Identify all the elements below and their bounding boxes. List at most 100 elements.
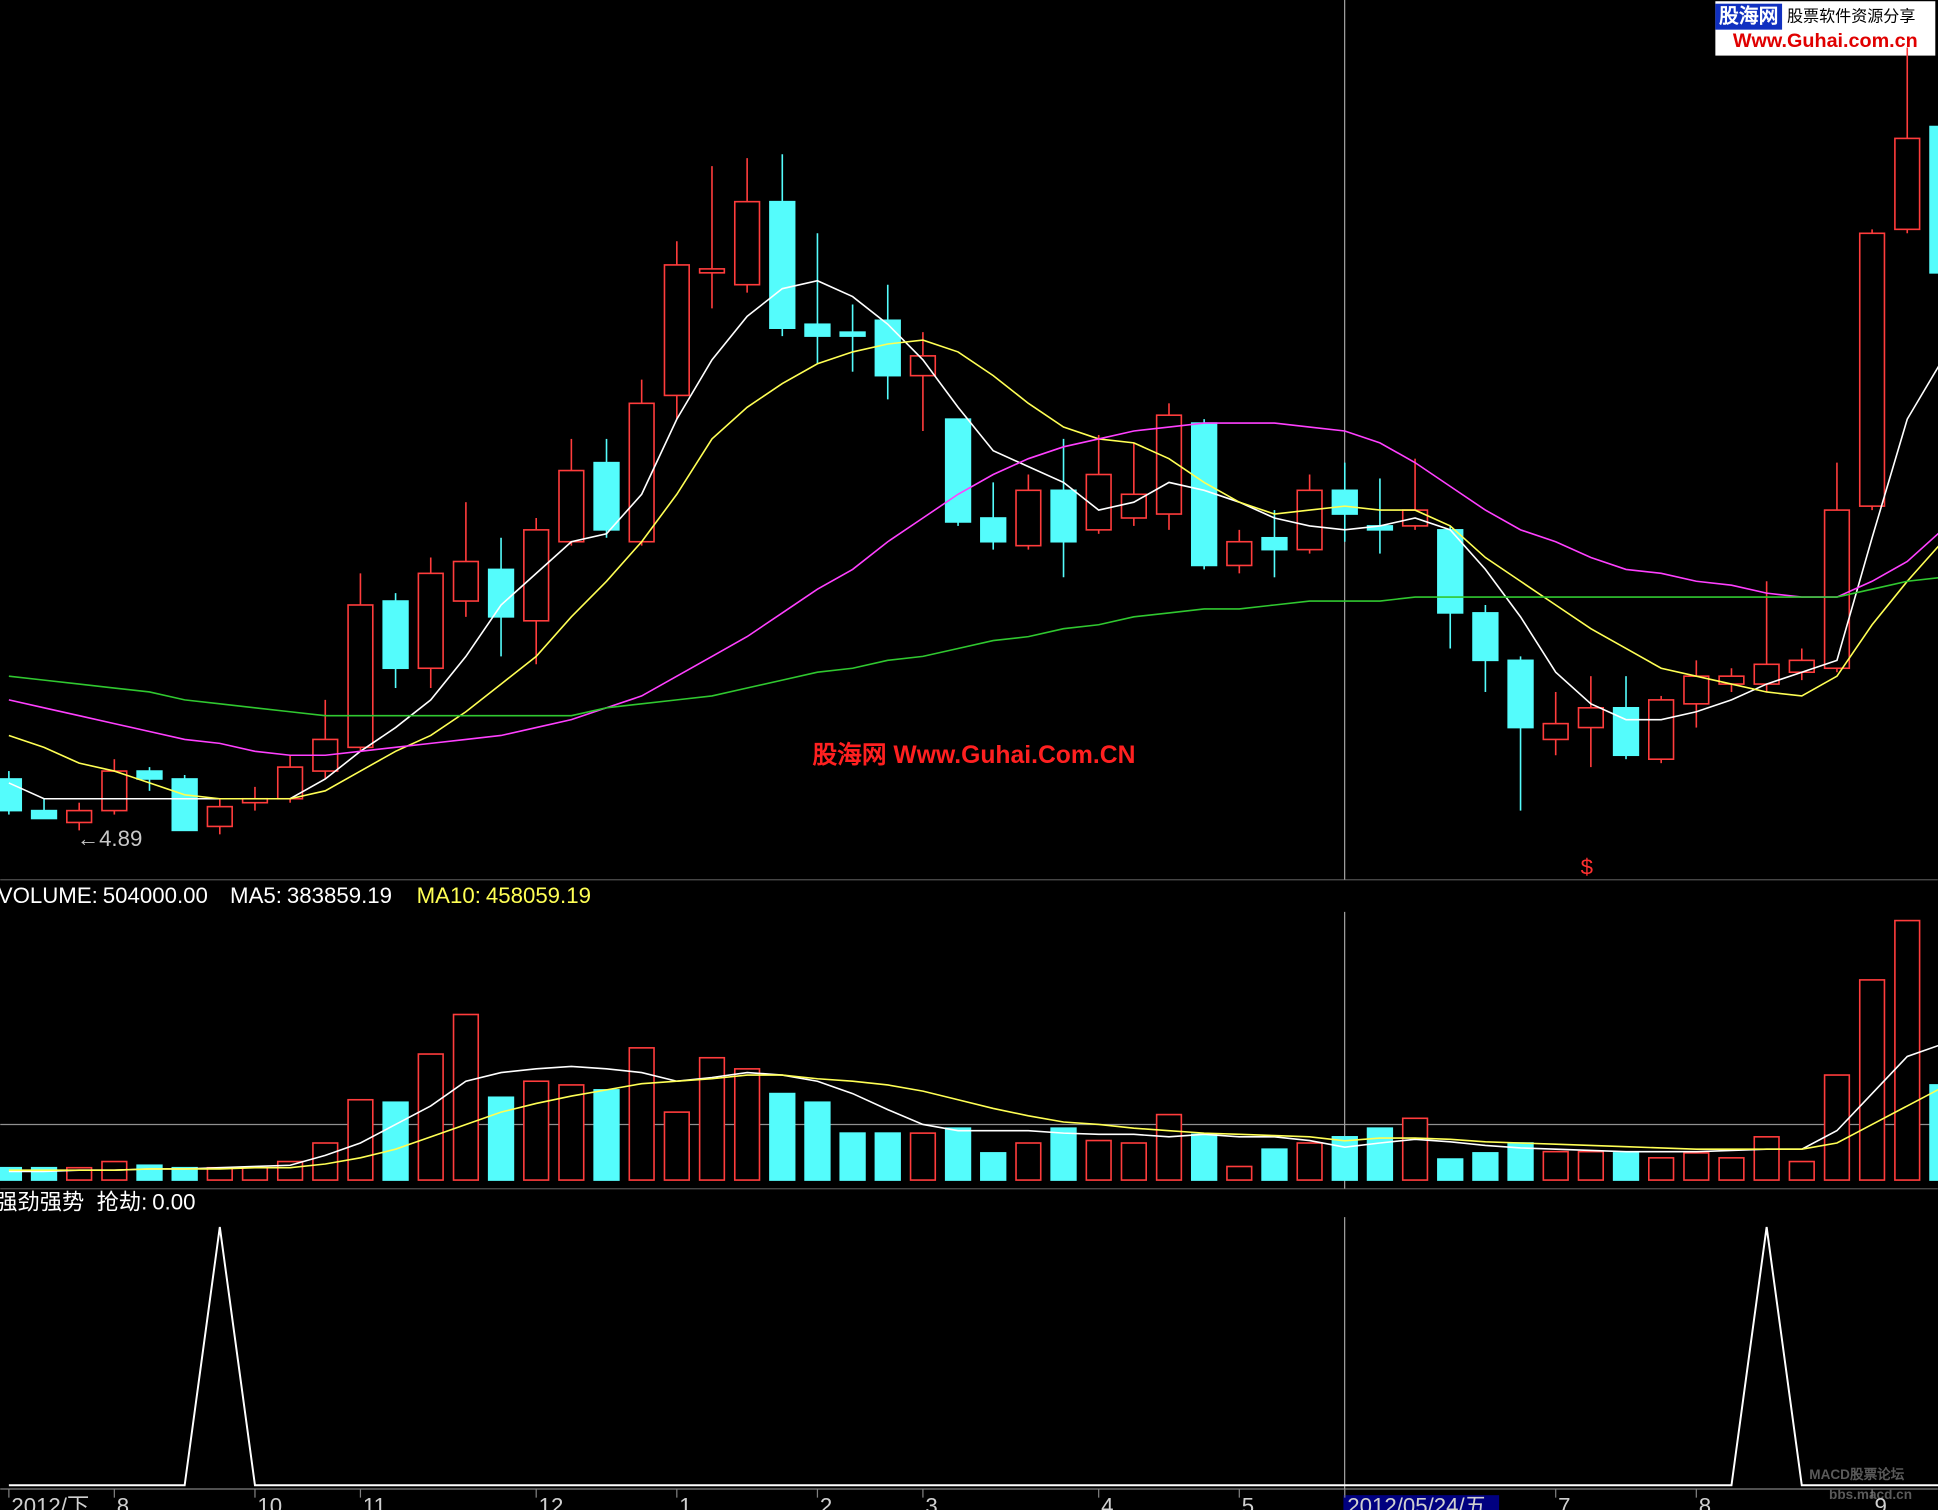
volume-bar [909, 1132, 937, 1181]
logo-url: Www.Guhai.com.cn [1733, 30, 1918, 52]
candle-body [487, 568, 515, 618]
candle-body [30, 809, 58, 820]
volume-ma-line [8, 1074, 1938, 1171]
readout-name: VOLUME: [0, 883, 98, 908]
candle-body [558, 469, 585, 543]
readout: VOLUME: 504000.00 [0, 883, 208, 908]
candle-body [769, 200, 796, 329]
volume-bar [452, 1013, 480, 1181]
volume-bar [1612, 1152, 1640, 1181]
candle-body [523, 529, 550, 622]
volume-bar [276, 1160, 304, 1181]
volume-bar [1155, 1113, 1183, 1181]
volume-bar [839, 1132, 866, 1181]
volume-bar [1226, 1165, 1253, 1181]
logo: 股海网 股票软件资源分享 Www.Guhai.com.cn [1715, 1, 1936, 56]
volume-bar [733, 1068, 761, 1181]
readout-value: 0.00 [152, 1189, 195, 1214]
volume-bar [804, 1101, 831, 1181]
volume-ma-line [8, 1044, 1938, 1173]
volume-bar [874, 1132, 901, 1181]
x-tick-label: 8 [117, 1493, 129, 1510]
volume-bar [663, 1111, 690, 1181]
volume-bar [1929, 1084, 1938, 1181]
volume-bar [1788, 1160, 1815, 1181]
volume-bar [1261, 1148, 1288, 1181]
moving-average-line [8, 422, 1938, 757]
candle-body [1929, 125, 1938, 274]
annotation: $ [1581, 855, 1593, 880]
volume-bar [1437, 1158, 1464, 1181]
candle-body [1577, 706, 1605, 729]
x-tick-label: 2012/05/24/五 [1347, 1493, 1487, 1510]
candle-body [1226, 540, 1253, 567]
candle-body [663, 264, 690, 397]
forum-name: MACD股票论坛 [1809, 1466, 1904, 1482]
candle-body [628, 402, 655, 543]
candle-body [1120, 493, 1147, 519]
volume-bar [1050, 1127, 1077, 1181]
readout-value: 458059.19 [486, 883, 591, 908]
candle-body [698, 268, 726, 274]
volume-bar [382, 1101, 409, 1181]
candle-body [1648, 699, 1675, 761]
volume-bar [1296, 1142, 1323, 1181]
candle-body [1823, 509, 1851, 670]
moving-average-line [8, 339, 1938, 800]
volume-bar [312, 1142, 339, 1181]
volume-bar [628, 1047, 655, 1181]
candle-body [66, 809, 93, 824]
volume-bar [980, 1152, 1007, 1181]
candle-body [206, 805, 233, 828]
volume-bar [944, 1127, 972, 1181]
candle-body [171, 778, 198, 832]
volume-bar [1648, 1157, 1675, 1181]
candle-body [136, 770, 163, 780]
x-tick-label: 2 [820, 1493, 832, 1510]
volume-bar [347, 1098, 374, 1181]
volume-bar [1542, 1150, 1569, 1181]
forum-url: bbs.macd.cn [1829, 1487, 1912, 1502]
x-tick-label: 8 [1699, 1493, 1711, 1510]
volume-bar [769, 1092, 796, 1181]
volume-bar [1120, 1142, 1147, 1181]
volume-bar [136, 1164, 163, 1181]
x-tick-label: 2012/下 [11, 1493, 89, 1510]
candle-body [1683, 675, 1710, 705]
volume-bar [1472, 1152, 1499, 1181]
volume-bar [558, 1084, 585, 1181]
volume-bar [1085, 1139, 1112, 1181]
indicator-title: 强劲强势 [0, 1189, 84, 1214]
x-tick-label: 12 [539, 1493, 564, 1510]
volume-bar [1577, 1150, 1605, 1181]
x-tick-label: 11 [363, 1493, 386, 1510]
candle-body [1050, 489, 1077, 543]
volume-bar [1823, 1074, 1851, 1181]
volume-bar [1718, 1157, 1745, 1181]
volume-bar [1894, 919, 1921, 1181]
candle-body [944, 418, 972, 523]
volume-bar [1507, 1142, 1534, 1181]
candle-body [347, 604, 374, 749]
readout-name: MA5: [230, 883, 282, 908]
candle-body [1507, 659, 1534, 729]
volume-bar [1331, 1136, 1358, 1181]
candle-body [1542, 722, 1569, 741]
candle-body [1085, 473, 1112, 531]
candle-body [1788, 659, 1815, 674]
x-tick-label: 5 [1242, 1493, 1254, 1510]
indicator-line [8, 1226, 1938, 1487]
candle-body [1437, 529, 1464, 614]
x-tick-label: 1 [679, 1493, 691, 1510]
x-tick-label: 9 [1875, 1493, 1887, 1510]
volume-bar [241, 1166, 269, 1181]
candle-body [1331, 489, 1358, 515]
candle-body [452, 560, 480, 602]
candle-body [980, 517, 1007, 543]
logo-slogan: 股票软件资源分享 [1787, 8, 1915, 26]
volume-bar [1366, 1127, 1394, 1181]
readout-value: 504000.00 [103, 883, 208, 908]
candle-body [101, 770, 128, 812]
